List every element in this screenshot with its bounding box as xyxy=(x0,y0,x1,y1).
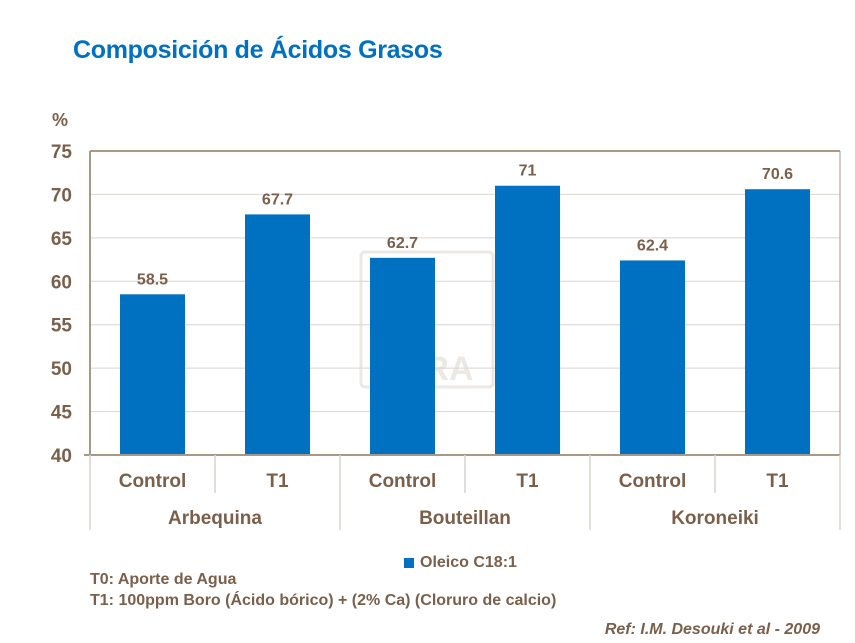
x-tick-label: T1 xyxy=(766,471,789,492)
legend-label: Oleico C18:1 xyxy=(420,554,517,571)
data-label: 62.7 xyxy=(387,235,418,252)
data-label: 67.7 xyxy=(262,191,293,208)
group-label: Bouteillan xyxy=(419,508,511,529)
x-tick-label: Control xyxy=(369,471,437,492)
x-tick-label: T1 xyxy=(266,471,289,492)
note-t1: T1: 100ppm Boro (Ácido bórico) + (2% Ca)… xyxy=(90,592,557,609)
bar xyxy=(120,294,185,455)
bar xyxy=(495,185,560,455)
y-tick-label: 60 xyxy=(51,272,72,293)
y-tick-label: 55 xyxy=(51,316,73,337)
bar xyxy=(245,214,310,455)
data-label: 62.4 xyxy=(637,237,668,254)
y-tick-label: 70 xyxy=(51,185,72,206)
legend: Oleico C18:1 xyxy=(404,554,517,572)
chart-title: Composición de Ácidos Grasos xyxy=(73,36,443,64)
x-tick-label: Control xyxy=(619,471,687,492)
legend-swatch xyxy=(404,558,414,568)
y-tick-label: 75 xyxy=(51,142,73,163)
bar xyxy=(745,189,810,455)
x-tick-label: T1 xyxy=(516,471,539,492)
reference: Ref: I.M. Desouki et al - 2009 xyxy=(604,621,820,638)
data-label: 58.5 xyxy=(137,271,168,288)
bar xyxy=(620,260,685,455)
y-tick-label: 40 xyxy=(51,446,72,467)
note-t0: T0: Aporte de Agua xyxy=(90,571,237,588)
data-label: 71 xyxy=(519,163,537,180)
group-label: Arbequina xyxy=(168,508,262,529)
data-label: 70.6 xyxy=(762,166,793,183)
group-label: Koroneiki xyxy=(671,508,759,529)
y-tick-label: 65 xyxy=(51,229,73,250)
y-tick-label: 50 xyxy=(51,359,72,380)
y-axis-label: % xyxy=(52,110,69,130)
x-tick-label: Control xyxy=(119,471,187,492)
y-tick-label: 45 xyxy=(51,403,73,424)
bar xyxy=(370,257,435,455)
